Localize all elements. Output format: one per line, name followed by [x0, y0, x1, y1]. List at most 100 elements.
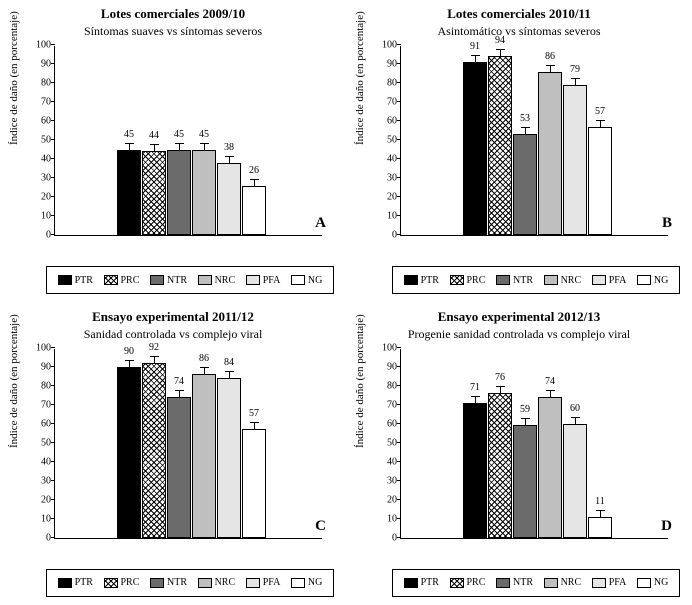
error-bar — [575, 78, 576, 86]
bar-NTR: 74 — [167, 397, 191, 538]
legend-swatch — [450, 578, 464, 588]
bar-rect: 59 — [513, 425, 537, 537]
legend-label: PTR — [421, 275, 439, 286]
y-tick-mark — [51, 442, 55, 443]
y-tick-mark — [51, 404, 55, 405]
y-tick-label: 50 — [387, 437, 401, 448]
bar-PRC: 94 — [488, 56, 512, 235]
bar-PFA: 38 — [217, 163, 241, 235]
y-tick-mark — [397, 518, 401, 519]
bars-group: 919453867957 — [463, 56, 613, 235]
bar-rect: 53 — [513, 134, 537, 235]
bars-group: 909274868457 — [117, 363, 267, 538]
y-tick-label: 20 — [387, 192, 401, 203]
error-bar — [475, 55, 476, 63]
panel-letter: C — [315, 518, 326, 535]
legend-item-PFA: PFA — [592, 275, 627, 286]
y-tick-mark — [397, 158, 401, 159]
legend-label: NRC — [561, 577, 582, 588]
y-tick-mark — [397, 215, 401, 216]
bar-rect: 26 — [242, 186, 266, 235]
y-tick-label: 100 — [36, 342, 55, 353]
y-tick-mark — [397, 366, 401, 367]
y-tick-label: 10 — [41, 211, 55, 222]
bar-PFA: 79 — [563, 85, 587, 235]
y-tick-label: 90 — [41, 59, 55, 70]
error-bar — [575, 417, 576, 425]
y-tick-label: 20 — [41, 494, 55, 505]
legend-label: PTR — [421, 577, 439, 588]
y-tick-label: 50 — [41, 135, 55, 146]
bar-rect: 91 — [463, 62, 487, 235]
y-tick-label: 50 — [41, 437, 55, 448]
y-tick-mark — [397, 63, 401, 64]
legend-swatch — [291, 275, 305, 285]
legend: PTRPRCNTRNRCPFANG — [392, 266, 680, 294]
legend: PTRPRCNTRNRCPFANG — [46, 569, 334, 597]
error-bar — [179, 390, 180, 398]
error-bar — [254, 422, 255, 430]
legend-label: NRC — [561, 275, 582, 286]
bar-rect: 45 — [192, 150, 216, 236]
legend-label: NG — [654, 577, 668, 588]
legend-swatch — [150, 275, 164, 285]
plot-area: 0102030405060708090100717659746011 — [400, 349, 668, 539]
y-tick-label: 70 — [41, 97, 55, 108]
y-tick-mark — [397, 480, 401, 481]
legend-swatch — [496, 578, 510, 588]
y-tick-mark — [51, 82, 55, 83]
bar-PRC: 92 — [142, 363, 166, 538]
y-tick-label: 80 — [387, 78, 401, 89]
legend-label: PFA — [609, 275, 627, 286]
bar-PTR: 91 — [463, 62, 487, 235]
panel-letter: B — [662, 215, 672, 232]
y-tick-mark — [51, 215, 55, 216]
bar-rect: 11 — [588, 517, 612, 538]
bar-NRC: 86 — [192, 374, 216, 537]
y-tick-label: 40 — [41, 456, 55, 467]
legend-swatch — [404, 578, 418, 588]
bar-rect: 38 — [217, 163, 241, 235]
bar-value-label: 45 — [199, 129, 209, 140]
y-tick-label: 90 — [387, 59, 401, 70]
y-tick-mark — [397, 82, 401, 83]
y-tick-label: 80 — [387, 380, 401, 391]
bar-rect: 84 — [217, 378, 241, 538]
y-tick-label: 0 — [392, 532, 401, 543]
legend-item-PFA: PFA — [246, 275, 281, 286]
legend-label: PRC — [121, 577, 140, 588]
legend-item-NG: NG — [291, 577, 322, 588]
plot-area: 0102030405060708090100909274868457 — [54, 349, 322, 539]
bar-value-label: 86 — [545, 51, 555, 62]
legend-label: NTR — [513, 275, 533, 286]
legend-swatch — [198, 275, 212, 285]
legend-item-PFA: PFA — [246, 577, 281, 588]
error-bar — [500, 49, 501, 57]
error-bar — [204, 367, 205, 375]
bar-value-label: 84 — [224, 357, 234, 368]
legend-item-NRC: NRC — [544, 275, 582, 286]
bar-value-label: 91 — [470, 41, 480, 52]
bar-value-label: 76 — [495, 372, 505, 383]
bar-PFA: 84 — [217, 378, 241, 538]
legend-swatch — [104, 275, 118, 285]
panel-subtitle: Asintomático vs síntomas severos — [346, 24, 692, 39]
y-tick-label: 60 — [41, 418, 55, 429]
bar-rect: 90 — [117, 367, 141, 538]
y-tick-mark — [397, 423, 401, 424]
y-tick-label: 70 — [387, 97, 401, 108]
legend-label: NTR — [513, 577, 533, 588]
bar-NG: 57 — [242, 429, 266, 537]
y-tick-label: 70 — [387, 399, 401, 410]
y-tick-mark — [397, 139, 401, 140]
legend-swatch — [198, 578, 212, 588]
legend-item-PRC: PRC — [450, 275, 486, 286]
legend-label: PRC — [121, 275, 140, 286]
error-bar — [550, 65, 551, 73]
y-tick-label: 60 — [387, 116, 401, 127]
y-tick-mark — [51, 120, 55, 121]
bar-PRC: 44 — [142, 151, 166, 235]
legend-item-NRC: NRC — [198, 275, 236, 286]
panel-letter: A — [315, 215, 326, 232]
bar-rect: 60 — [563, 424, 587, 538]
